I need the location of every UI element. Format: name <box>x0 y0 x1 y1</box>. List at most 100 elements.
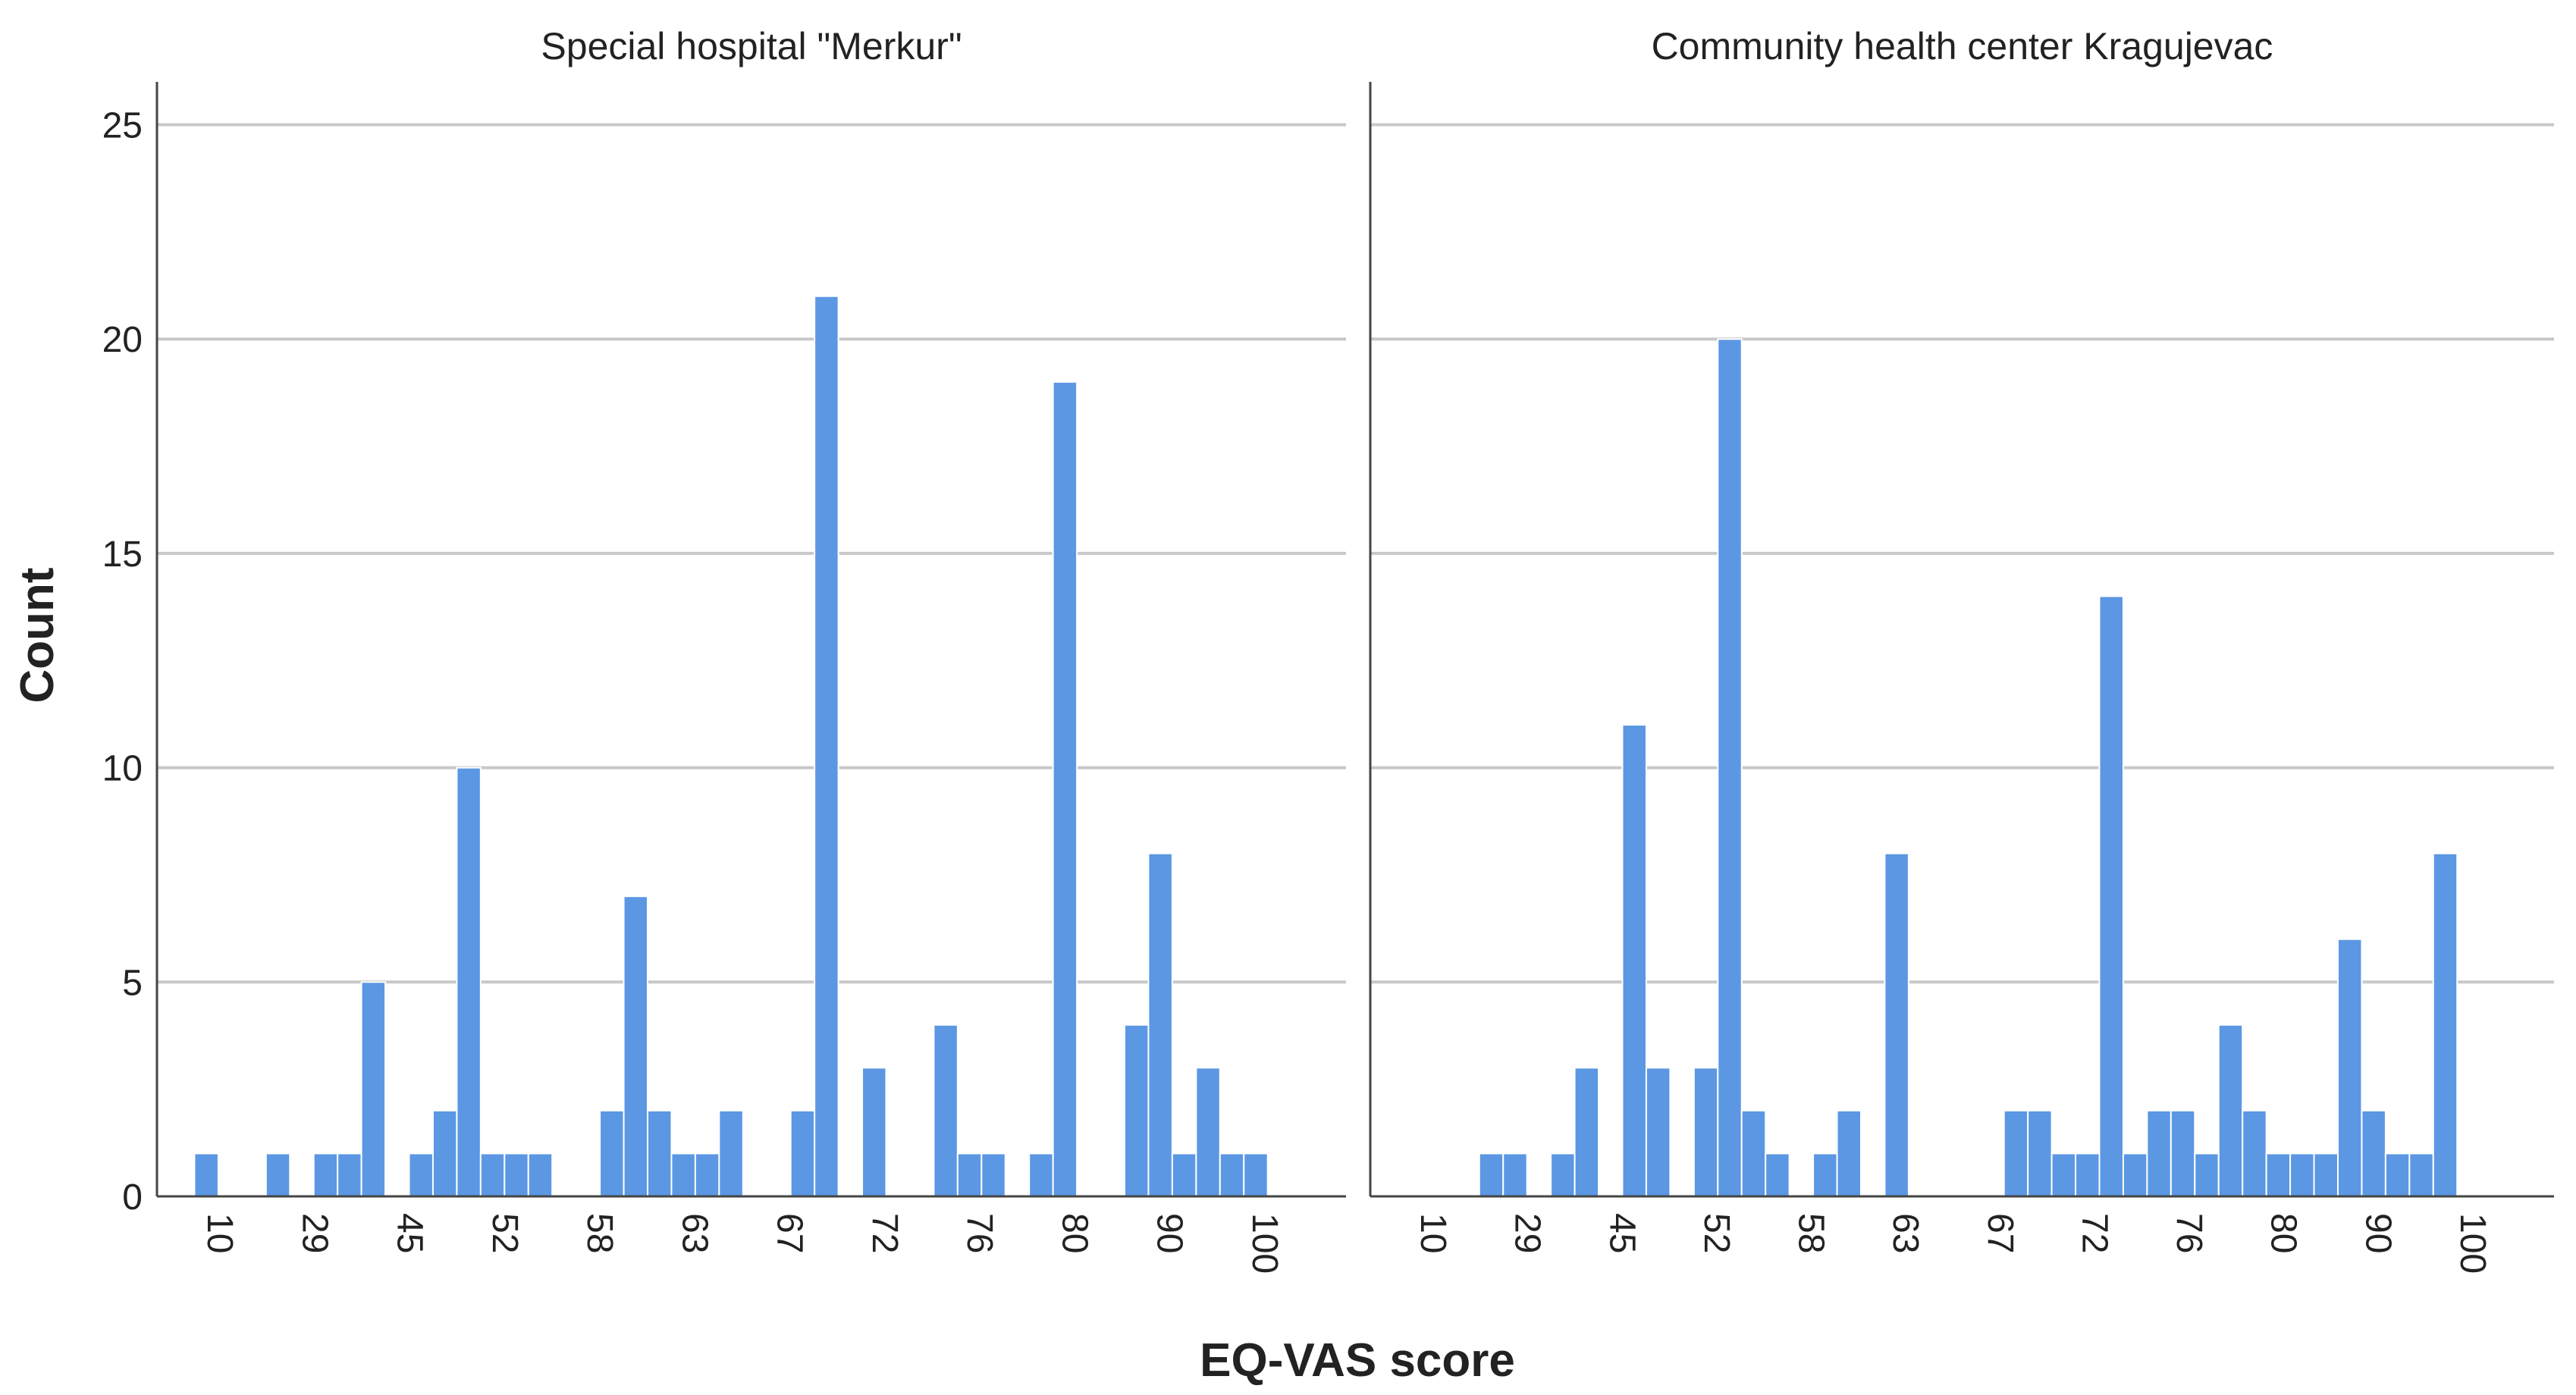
histogram-bar <box>2194 1152 2220 1198</box>
histogram-bar <box>861 1067 887 1198</box>
histogram-bar <box>1124 1024 1150 1198</box>
histogram-bar <box>2170 1109 2196 1198</box>
histogram-bar <box>479 1152 506 1198</box>
y-tick-label: 5 <box>122 963 143 1003</box>
x-tick-label: 80 <box>2264 1213 2304 1253</box>
x-tick-label: 58 <box>579 1213 620 1253</box>
histogram-bar <box>1550 1152 1576 1198</box>
x-tick-label: 63 <box>1885 1213 1925 1253</box>
y-tick-label: 10 <box>102 749 143 789</box>
histogram-bar <box>2122 1152 2148 1198</box>
x-tick-label: 52 <box>1696 1213 1737 1253</box>
histogram-bar <box>431 1109 458 1198</box>
x-tick-label: 45 <box>1602 1213 1642 1253</box>
histogram-bar <box>694 1152 720 1198</box>
histogram-bar <box>1621 724 1647 1197</box>
histogram-bar <box>2408 1152 2434 1198</box>
histogram-bar <box>2003 1109 2029 1198</box>
histogram-bar <box>2146 1109 2172 1198</box>
histogram-bar <box>337 1152 362 1198</box>
histogram-bar <box>527 1152 554 1198</box>
histogram-bar <box>1765 1152 1790 1198</box>
x-tick-label: 72 <box>864 1213 905 1253</box>
histogram-bar <box>360 981 387 1198</box>
histogram-bar <box>1478 1152 1504 1198</box>
histogram-bar <box>2217 1024 2244 1198</box>
panel-titles: Special hospital "Merkur" Community healt… <box>541 25 2273 67</box>
histogram-bar <box>2027 1109 2053 1198</box>
x-tick-label: 58 <box>1791 1213 1831 1253</box>
histogram-bar <box>1052 381 1078 1197</box>
x-tick-label: 76 <box>959 1213 999 1253</box>
histogram-bar <box>1645 1067 1671 1198</box>
histogram-bar <box>2242 1109 2267 1198</box>
histogram-bar <box>933 1024 959 1198</box>
y-tick-label: 15 <box>102 534 143 575</box>
x-tick-label: 63 <box>674 1213 714 1253</box>
histogram-bar <box>670 1152 696 1198</box>
histogram-bar <box>1884 852 1909 1197</box>
histogram-bar <box>1717 338 1743 1198</box>
histogram-bar <box>1219 1152 1245 1198</box>
histogram-bar <box>2289 1152 2315 1198</box>
y-tick-label: 25 <box>102 106 143 146</box>
y-tick-label: 0 <box>122 1177 143 1218</box>
histogram-bar <box>1195 1067 1221 1198</box>
x-tick-label: 100 <box>2452 1213 2493 1274</box>
panel-title: Community health center Kragujevac <box>1652 25 2273 67</box>
x-tick-label: 90 <box>1150 1213 1190 1253</box>
histogram-bar <box>2098 595 2124 1197</box>
histogram-bar <box>2075 1152 2101 1198</box>
panel-frames <box>155 82 2554 1198</box>
x-tick-label: 72 <box>2074 1213 2114 1253</box>
histogram-bar <box>814 295 839 1198</box>
histogram-bar <box>1147 852 1173 1197</box>
x-tick-label: 52 <box>485 1213 525 1253</box>
histogram-bar <box>312 1152 339 1198</box>
x-axis-title: EQ-VAS score <box>1200 1334 1515 1387</box>
histogram-bar <box>956 1152 983 1198</box>
bars-layer <box>193 295 2458 1198</box>
histogram-bar <box>1740 1109 1767 1198</box>
x-tick-label: 100 <box>1244 1213 1285 1274</box>
histogram-bar <box>2265 1152 2292 1198</box>
y-tick-label: 20 <box>102 320 143 360</box>
x-tick-label: 29 <box>1508 1213 1548 1253</box>
histogram-bar <box>456 766 482 1197</box>
histogram-bar <box>193 1152 219 1198</box>
histogram-bar <box>2313 1152 2339 1198</box>
histogram-bar <box>623 895 648 1197</box>
histogram-bar <box>2432 852 2458 1197</box>
histogram-bar <box>1812 1152 1838 1198</box>
histogram-bar <box>1243 1152 1269 1198</box>
histogram-bar <box>1502 1152 1528 1198</box>
x-tick-label: 67 <box>1980 1213 2020 1253</box>
histogram-bar <box>981 1152 1006 1198</box>
x-tick-label: 80 <box>1054 1213 1094 1253</box>
x-tick-label: 29 <box>294 1213 334 1253</box>
x-tick-label: 10 <box>199 1213 240 1253</box>
x-tick-label: 45 <box>390 1213 430 1253</box>
histogram-bar <box>1028 1152 1054 1198</box>
x-tick-label: 76 <box>2169 1213 2209 1253</box>
histogram-bar <box>2384 1152 2411 1198</box>
histogram-bar <box>265 1152 291 1198</box>
gridlines <box>157 123 2554 984</box>
histogram-bar <box>1171 1152 1197 1198</box>
tick-labels: 0 5 10 15 20 25 10 29 45 52 58 63 67 72 76 80 90 100 10 29 4… <box>102 106 2493 1274</box>
histogram-bar <box>2050 1152 2077 1198</box>
x-tick-label: 90 <box>2358 1213 2398 1253</box>
histogram-bar <box>718 1109 744 1198</box>
x-tick-label: 10 <box>1413 1213 1453 1253</box>
y-axis-title: Count <box>11 567 64 703</box>
histogram-bar <box>408 1152 434 1198</box>
histogram-bar <box>599 1109 625 1198</box>
histogram-bar <box>504 1152 529 1198</box>
x-tick-label: 67 <box>770 1213 810 1253</box>
histogram-bar <box>1836 1109 1862 1198</box>
panel-title: Special hospital "Merkur" <box>541 25 962 67</box>
histogram-bar <box>2337 938 2363 1198</box>
histogram-bar <box>1574 1067 1600 1198</box>
histogram-bar <box>2361 1109 2386 1198</box>
